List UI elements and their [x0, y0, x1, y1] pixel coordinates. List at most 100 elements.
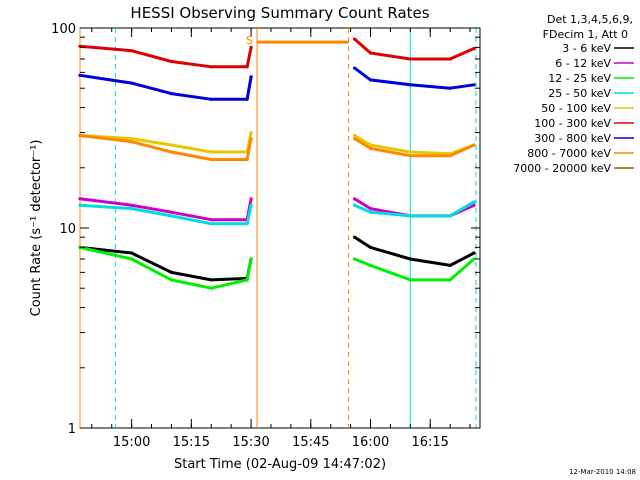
- y-tick-label-0: 1: [68, 422, 76, 437]
- series-point-5-3: [209, 65, 213, 69]
- series-line-5-part-0: [79, 44, 253, 69]
- x-tick-label-2: 15:30: [232, 435, 269, 450]
- series-point-3-7: [368, 210, 373, 214]
- series-line-4-part-1: [353, 134, 475, 156]
- series-point-2-4: [245, 278, 249, 282]
- series-point-3-6: [353, 203, 357, 207]
- series-point-4-2: [169, 143, 173, 147]
- series-point-0-6: [353, 235, 357, 239]
- legend: Det 1,3,4,5,6,9, FDecim 1, Att 0 3 - 6 k…: [513, 13, 634, 175]
- series-point-6-2: [169, 92, 173, 96]
- series-point-3-0: [78, 203, 82, 207]
- axes: 15:00 15:15 15:30 15:45 16:00 16:15 1 10 100: [51, 22, 480, 450]
- series-line-5-part-1: [353, 37, 475, 61]
- series-point-6-8: [408, 83, 412, 87]
- series-point-5-7: [368, 51, 373, 55]
- legend-label-8: 7000 - 20000 keV: [513, 162, 611, 175]
- x-tick-label-1: 15:15: [173, 435, 210, 450]
- series-point-2-0: [78, 245, 82, 249]
- chart-title: HESSI Observing Summary Count Rates: [130, 4, 429, 22]
- series-point-5-6: [353, 37, 357, 41]
- series-line-6-part-0: [79, 73, 253, 101]
- series-point-3-9: [448, 214, 452, 218]
- series-line-1-part-0: [79, 197, 253, 222]
- series-point-6-5: [249, 75, 253, 79]
- series-line-7-part-0: [79, 134, 253, 161]
- x-tick-label-0: 15:00: [113, 435, 150, 450]
- series-point-3-8: [408, 214, 412, 218]
- plot-area: [79, 27, 481, 429]
- legend-label-6: 300 - 800 keV: [534, 132, 611, 145]
- y-tick-label-1: 10: [59, 222, 76, 237]
- series-point-7-0: [78, 133, 82, 138]
- legend-header-line-2: FDecim 1, Att 0: [543, 28, 628, 41]
- series-line-3-part-0: [79, 203, 253, 226]
- series-point-0-2: [169, 270, 173, 274]
- series-point-1-2: [169, 210, 173, 214]
- series-point-5-1: [130, 49, 134, 53]
- series-point-3-2: [169, 214, 173, 218]
- series-point-0-8: [408, 257, 412, 261]
- series-point-7-8: [408, 154, 412, 158]
- series-point-6-7: [368, 78, 373, 82]
- legend-label-3: 25 - 50 keV: [548, 87, 611, 100]
- series-point-1-3: [209, 218, 213, 222]
- series-point-6-1: [130, 81, 134, 85]
- series-line-6-part-1: [353, 66, 475, 90]
- series-point-3-10: [472, 200, 476, 204]
- series-point-7-5: [249, 137, 253, 141]
- series-point-7-3: [209, 157, 213, 162]
- series-point-4-8: [408, 150, 412, 154]
- series-point-0-7: [368, 245, 373, 249]
- series-point-3-1: [130, 207, 134, 211]
- series-point-4-7: [368, 143, 373, 147]
- series-point-2-5: [249, 257, 253, 261]
- series-point-1-10: [472, 203, 476, 207]
- series-point-7-10: [472, 143, 476, 147]
- series-point-6-10: [472, 83, 476, 87]
- vertical-markers: [79, 28, 477, 428]
- x-tick-label-3: 15:45: [292, 435, 329, 450]
- series-point-3-4: [245, 222, 249, 226]
- series-point-0-10: [472, 251, 476, 255]
- series-point-6-0: [78, 73, 82, 77]
- y-axis-label: Count Rate (s⁻¹ detector⁻¹): [29, 140, 44, 317]
- legend-label-4: 50 - 100 keV: [541, 102, 611, 115]
- series-point-5-4: [245, 65, 249, 69]
- series-point-5-5: [249, 45, 253, 50]
- series-point-5-8: [408, 57, 412, 61]
- series-line-0-part-1: [353, 235, 475, 267]
- legend-label-7: 800 - 7000 keV: [527, 147, 611, 160]
- series-point-1-5: [249, 197, 253, 201]
- series-line-2-part-0: [79, 245, 253, 290]
- series-point-0-3: [209, 278, 213, 282]
- legend-entries: 3 - 6 keV 6 - 12 keV 12 - 25 keV 25 - 50 ke…: [513, 42, 634, 175]
- series-point-6-9: [448, 86, 452, 90]
- series-point-7-9: [448, 154, 452, 158]
- series-point-1-0: [78, 197, 82, 201]
- series-point-5-2: [169, 59, 173, 64]
- legend-label-5: 100 - 300 keV: [534, 117, 611, 130]
- legend-label-1: 6 - 12 keV: [555, 57, 611, 70]
- series-point-5-9: [448, 57, 452, 61]
- saa-label: S: [246, 34, 253, 47]
- series-point-2-3: [209, 286, 213, 290]
- footer-date: 12-Mar-2010 14:08: [569, 468, 636, 476]
- series-point-2-7: [368, 263, 373, 267]
- legend-label-2: 12 - 25 keV: [548, 72, 611, 85]
- series-point-6-3: [209, 97, 213, 101]
- series-point-1-6: [353, 197, 357, 201]
- series-point-4-5: [249, 131, 253, 135]
- series-point-2-9: [448, 278, 452, 282]
- x-tick-label-5: 16:15: [411, 435, 448, 450]
- series-point-4-3: [209, 150, 213, 154]
- series-point-4-1: [130, 137, 134, 141]
- series-group: [78, 37, 476, 290]
- series-point-2-10: [472, 257, 476, 261]
- series-point-7-7: [368, 146, 373, 150]
- series-point-1-1: [130, 203, 134, 207]
- series-point-6-6: [353, 66, 357, 70]
- series-point-3-3: [209, 222, 213, 226]
- series-point-2-8: [408, 278, 412, 282]
